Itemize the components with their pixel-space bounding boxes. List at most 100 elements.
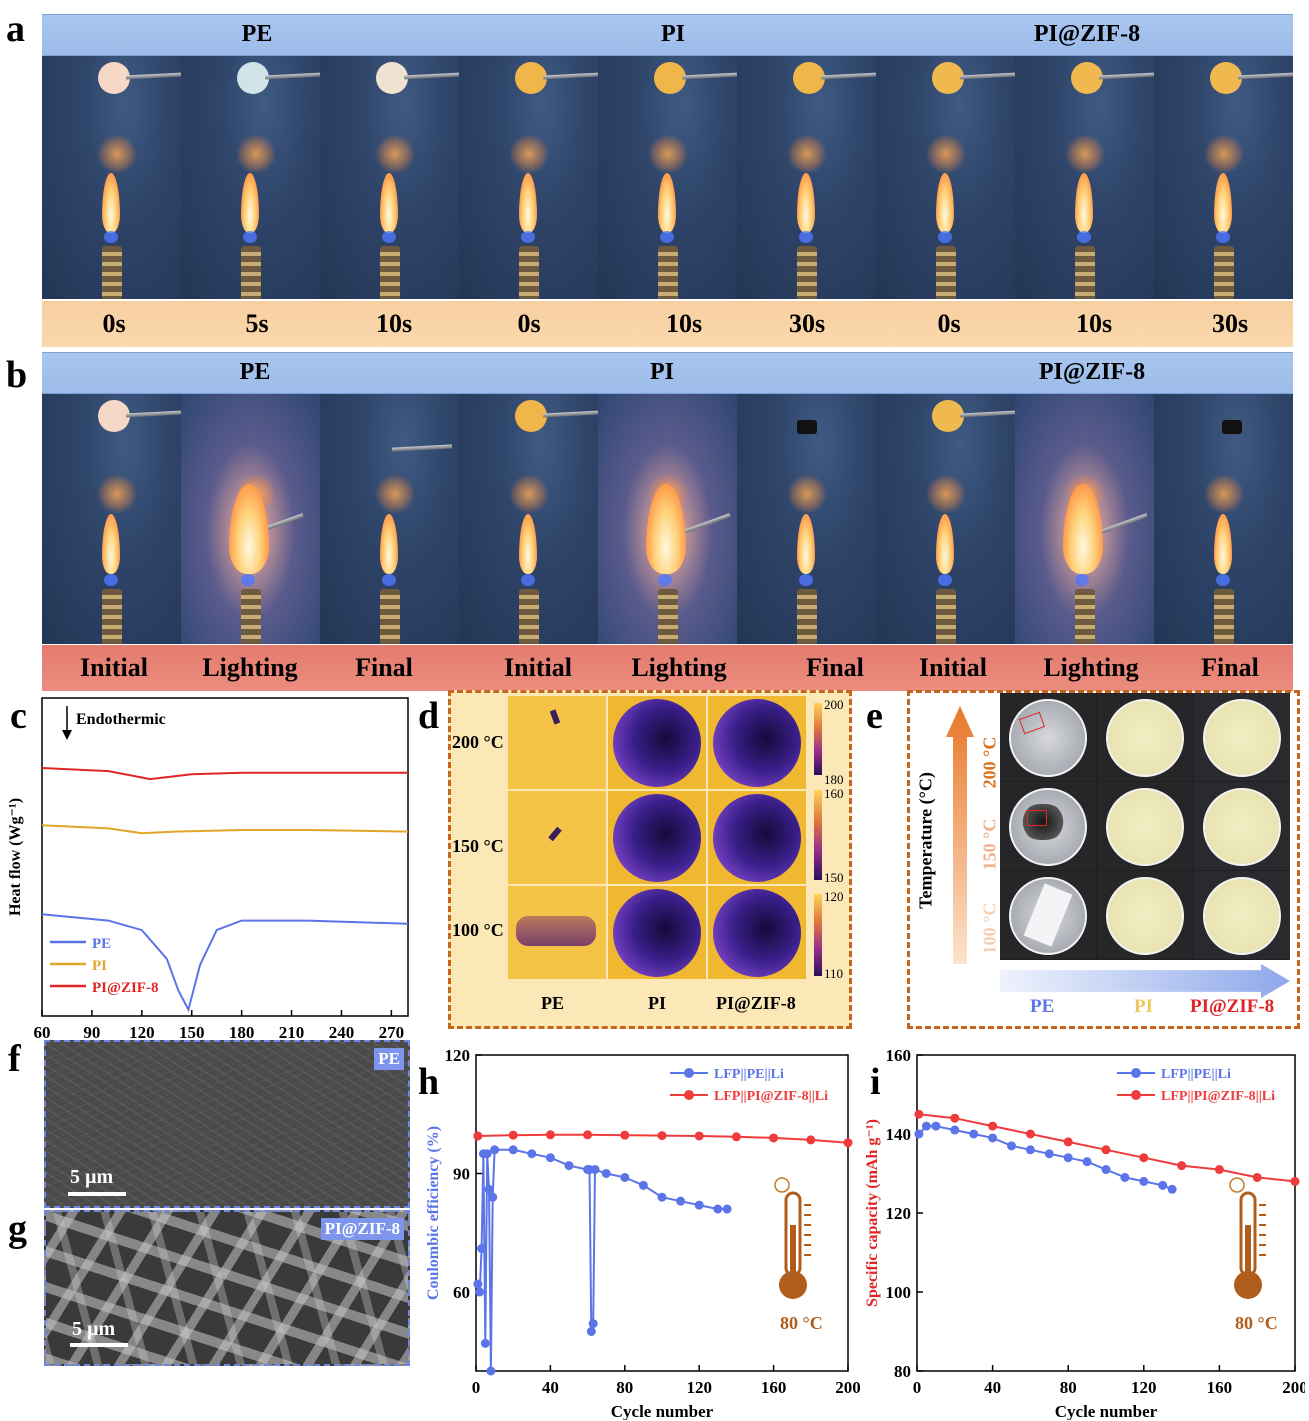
petri-dish	[1106, 788, 1184, 866]
data-point	[477, 1244, 487, 1254]
thermal-sample-disc	[613, 794, 701, 882]
x-tick-label: 160	[1207, 1378, 1233, 1397]
tweezer	[264, 72, 321, 80]
x-tick-label: 0	[472, 1378, 481, 1397]
time-label: 30s	[788, 309, 826, 338]
flame	[658, 172, 676, 233]
flame-base	[799, 230, 813, 243]
data-point	[1290, 1176, 1300, 1186]
thermal-sample-disc	[713, 794, 801, 882]
data-point	[484, 1184, 494, 1194]
spark-cloud	[375, 133, 415, 174]
legend-label: LFP||PI@ZIF-8||Li	[714, 1089, 828, 1104]
pe-film	[1023, 883, 1073, 947]
flame	[797, 514, 815, 574]
data-point	[590, 1165, 600, 1175]
colorbar-tick: 120	[824, 889, 844, 904]
panel-b-group-pizif8: PI@ZIF-8	[1038, 359, 1146, 385]
x-tick-label: 200	[835, 1378, 861, 1397]
flame-base	[104, 574, 118, 586]
lighter-nozzle	[1075, 589, 1095, 644]
separator-disc	[98, 62, 130, 94]
data-point	[473, 1279, 483, 1289]
panel-b-group-pi: PI	[650, 359, 674, 385]
y-tick-label: 60	[453, 1283, 470, 1302]
data-point	[1025, 1129, 1035, 1139]
panel-d-thermal-grid	[508, 696, 808, 980]
flame-base	[521, 230, 535, 243]
panel-d-row-label: 100 °C	[452, 920, 504, 940]
tweezer	[820, 72, 877, 80]
petri-cell	[1000, 782, 1096, 870]
legend-label: LFP||PI@ZIF-8||Li	[1161, 1089, 1275, 1104]
legend-label: PE	[92, 936, 111, 952]
flame-base	[382, 230, 396, 243]
petri-cell	[1097, 782, 1193, 870]
y-axis-label: Coulombic efficiency (%)	[425, 1126, 442, 1300]
thermal-sample-disc	[713, 699, 801, 787]
panel-a-group-pi: PI	[661, 21, 685, 47]
spark-cloud	[1204, 474, 1244, 514]
state-label: Final	[1201, 653, 1259, 682]
panel-b-group-pe: PE	[239, 359, 271, 385]
petri-dish	[1203, 788, 1281, 866]
sem-image-pizif8: PI@ZIF-8 5 µm	[44, 1210, 410, 1366]
thermal-sample-pe	[516, 916, 596, 946]
scale-bar-label: 5 µm	[70, 1166, 114, 1188]
colorbar	[814, 790, 822, 880]
legend-label: LFP||PE||Li	[714, 1067, 784, 1082]
separator-disc	[515, 400, 547, 432]
photo-frame	[42, 56, 182, 299]
temperature-80c-label: 80 °C	[1235, 1313, 1278, 1333]
x-tick-label: 90	[83, 1023, 100, 1042]
state-label: Final	[806, 653, 864, 682]
scale-bar-label: 5 µm	[72, 1318, 116, 1340]
plot-frame	[475, 1054, 849, 1372]
data-point	[620, 1130, 630, 1140]
flame-base	[243, 230, 257, 243]
x-tick-label: 160	[761, 1378, 787, 1397]
y-tick-label: 120	[445, 1046, 471, 1065]
data-point	[486, 1366, 496, 1376]
data-point	[1044, 1149, 1054, 1159]
panel-letter-c: c	[10, 695, 27, 737]
photo-frame	[1015, 56, 1155, 299]
data-point	[564, 1161, 574, 1171]
data-point	[914, 1129, 924, 1139]
sem-badge: PI@ZIF-8	[320, 1218, 404, 1240]
lighter-nozzle	[658, 245, 678, 299]
flame-base	[241, 574, 255, 586]
photo-frame	[876, 56, 1016, 299]
thermal-cell	[708, 886, 806, 979]
state-label: Initial	[80, 653, 148, 682]
tweezer	[391, 444, 453, 452]
data-point	[1082, 1157, 1092, 1167]
endothermic-arrow-head	[62, 730, 72, 740]
data-point	[722, 1204, 732, 1214]
spark-cloud	[926, 133, 966, 174]
flame	[797, 172, 815, 233]
thermal-sample-disc	[613, 699, 701, 787]
x-tick-label: 180	[229, 1023, 255, 1042]
data-point	[950, 1125, 960, 1135]
panel-letter-i: i	[870, 1061, 881, 1103]
flame	[519, 172, 537, 233]
tweezer	[542, 410, 599, 418]
photo-frame	[1015, 394, 1155, 644]
spark-cloud	[509, 133, 549, 174]
data-point	[988, 1121, 998, 1131]
panel-letter-f: f	[8, 1038, 21, 1080]
data-point	[473, 1131, 483, 1141]
data-point	[843, 1138, 853, 1148]
x-axis-label: Cycle number	[1055, 1402, 1158, 1420]
data-point	[508, 1145, 518, 1155]
time-label: 0s	[937, 309, 961, 338]
photo-frame	[181, 394, 321, 644]
state-label: Initial	[504, 653, 572, 682]
sun-icon	[1229, 1177, 1245, 1193]
photo-frame	[737, 394, 877, 644]
lighter-nozzle	[241, 245, 261, 299]
data-point	[921, 1121, 931, 1131]
x-tick-label: 210	[279, 1023, 305, 1042]
data-point	[1177, 1161, 1187, 1171]
